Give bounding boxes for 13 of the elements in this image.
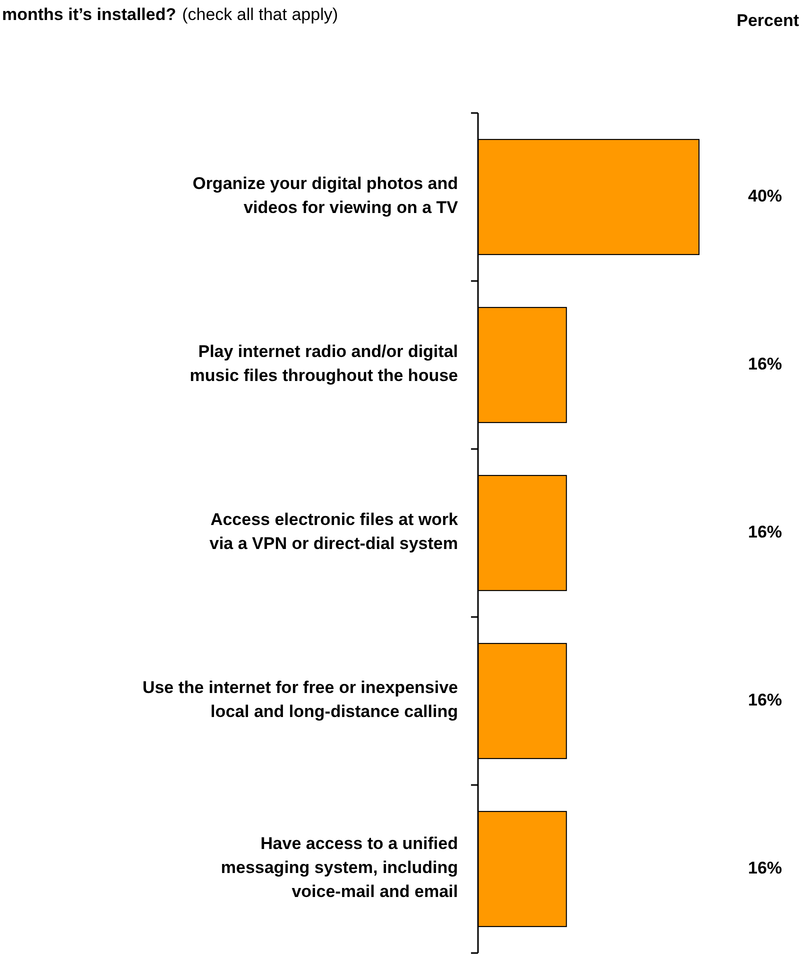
text: Percent <box>736 11 800 30</box>
data-label: 16% <box>748 690 782 710</box>
data-label: 16% <box>748 354 782 374</box>
y-tick-label: Play internet radio and/or digital music files throughout the house <box>190 342 458 386</box>
text: months it’s installed? <box>2 5 176 24</box>
y-tick-label: Access electronic files at work via a VPN or direct-dial system <box>210 510 459 554</box>
data-label: 40% <box>748 186 782 206</box>
y-tick-label: Organize your digital photos and videos for viewing on a TV <box>192 174 459 218</box>
y-tick-label: Have access to a unified messaging system, including voice-mail and email <box>220 834 458 902</box>
data-label: 16% <box>748 858 782 878</box>
y-tick-label: Use the internet for free or inexpensive local and long-distance calling <box>142 678 458 722</box>
data-label: 16% <box>748 522 782 542</box>
text: (check all that apply) <box>182 5 338 24</box>
